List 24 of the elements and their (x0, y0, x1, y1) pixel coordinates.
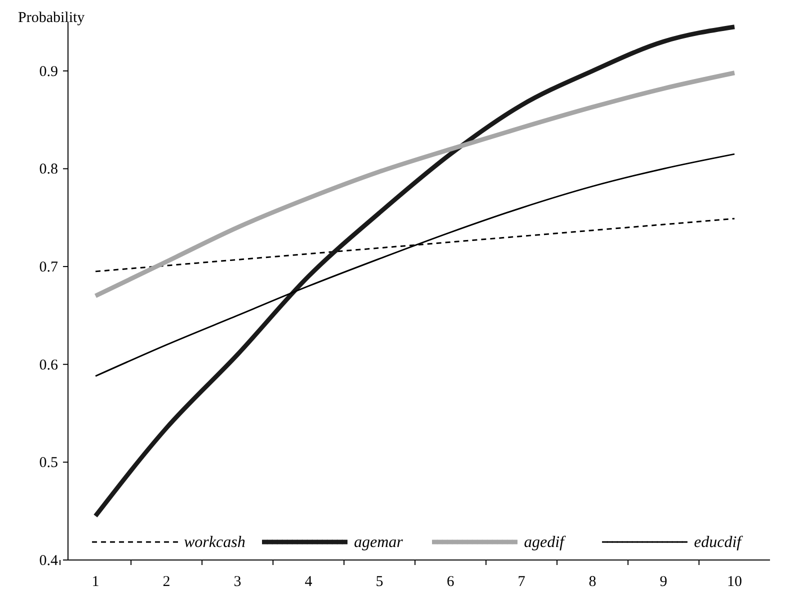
y-tick-label: 0.7 (39, 260, 58, 276)
legend-label: agemar (354, 534, 404, 551)
y-tick-label: 0.4 (39, 553, 58, 569)
y-axis-title: Probability (18, 10, 86, 26)
x-tick-label: 3 (234, 574, 242, 590)
x-tick-label: 5 (376, 574, 384, 590)
x-tick-label: 8 (588, 574, 596, 590)
x-tick-label: 6 (446, 574, 455, 590)
line-series (93, 24, 737, 518)
legend-label: agedif (524, 534, 567, 551)
x-tick-label: 9 (660, 574, 668, 590)
y-tick-label: 0.8 (39, 162, 58, 178)
y-tick-label: 0.6 (39, 357, 58, 374)
legend-label: educdif (694, 534, 744, 551)
line-series (94, 153, 736, 377)
x-tick-label: 1 (92, 574, 100, 590)
y-tick-label: 0.9 (39, 64, 58, 80)
x-tick-label: 7 (518, 574, 526, 590)
legend-label: workcash (184, 534, 246, 551)
x-tick-label: 10 (727, 574, 742, 590)
line-series (93, 70, 737, 298)
x-tick-label: 2 (162, 574, 170, 590)
x-tick-label: 4 (304, 574, 313, 590)
y-tick-label: 0.5 (39, 455, 58, 472)
